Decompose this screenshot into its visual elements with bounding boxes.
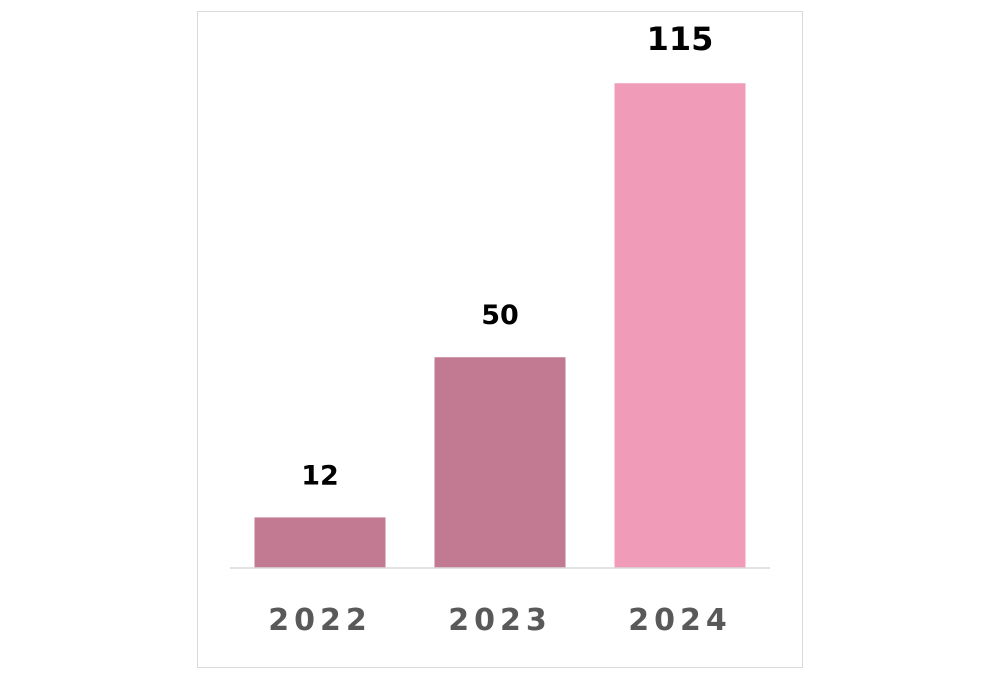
bars-layer (254, 83, 746, 568)
bar-2022 (254, 517, 386, 568)
data-label-2022: 12 (301, 460, 339, 491)
data-label-2024: 115 (647, 20, 714, 58)
x-tick-label-2023: 2023 (448, 603, 552, 638)
bar-2024 (614, 83, 746, 568)
x-tick-label-2022: 2022 (268, 603, 372, 638)
x-tick-label-2024: 2024 (628, 603, 732, 638)
value-labels-layer: 12 50 115 (301, 20, 713, 491)
data-label-2023: 50 (481, 300, 519, 331)
tick-labels-layer: 2022 2023 2024 (268, 603, 732, 638)
bar-2023 (434, 357, 566, 568)
